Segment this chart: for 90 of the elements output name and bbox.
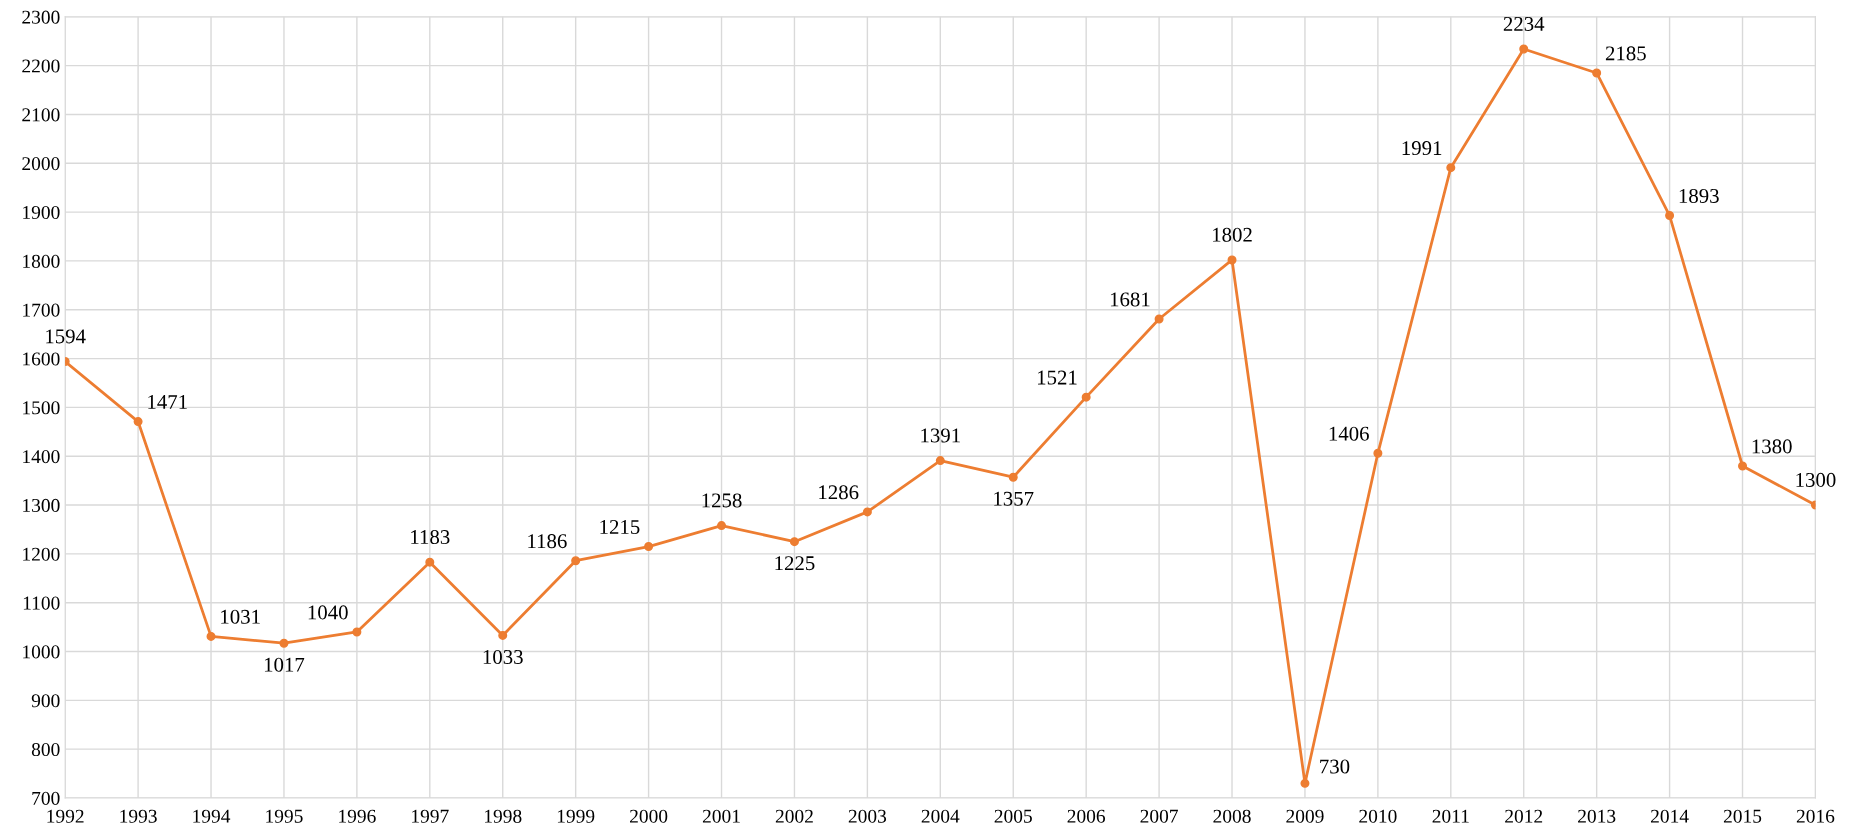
point [1665, 211, 1675, 221]
x-tick-label: 1995 [266, 809, 303, 823]
x-tick-label: 2003 [848, 809, 887, 823]
x-tick-label: 2002 [775, 809, 813, 823]
data-label: 2234 [1503, 16, 1545, 31]
data-label: 1186 [528, 534, 567, 549]
x-tick-label: 2009 [1286, 809, 1324, 823]
x-tick-label: 1998 [485, 809, 522, 823]
point [1227, 255, 1237, 265]
data-label: 1286 [819, 485, 859, 500]
point [644, 542, 654, 552]
point [352, 627, 362, 637]
x-tick-label: 1994 [193, 809, 231, 823]
y-tick-label: 1400 [23, 450, 60, 464]
x-tick-label: 1999 [557, 809, 595, 823]
x-tick-label: 2010 [1359, 809, 1397, 823]
point [206, 631, 216, 641]
point [1300, 778, 1310, 788]
point [717, 521, 727, 531]
x-tick-label: 2013 [1578, 809, 1616, 823]
y-tick-label: 1600 [23, 352, 60, 366]
data-label: 1406 [1329, 426, 1369, 441]
x-tick-label: 2011 [1432, 809, 1469, 823]
data-label: 1594 [46, 329, 86, 344]
y-tick-label: 2000 [22, 157, 60, 171]
data-label: 1471 [148, 395, 187, 409]
y-tick-label: 2300 [22, 10, 60, 24]
data-label: 1258 [702, 493, 742, 508]
point [279, 638, 289, 648]
data-label: 1300 [1796, 472, 1836, 487]
x-tick-label: 1992 [47, 809, 84, 823]
data-label: 1017 [264, 657, 305, 672]
y-tick-label: 900 [31, 694, 60, 708]
data-label: 1225 [775, 556, 815, 571]
x-tick-label: 2005 [994, 809, 1032, 823]
data-label: 1357 [994, 491, 1034, 506]
x-tick-label: 2000 [630, 809, 668, 823]
point [571, 556, 581, 566]
x-tick-label: 1997 [412, 809, 449, 823]
x-tick-label: 2014 [1651, 809, 1689, 823]
x-tick-label: 2006 [1067, 809, 1106, 823]
point [935, 456, 945, 466]
data-label: 1391 [921, 428, 960, 443]
y-tick-label: 1200 [23, 547, 60, 561]
data-label: 730 [1320, 759, 1350, 774]
data-label: 1802 [1213, 227, 1252, 242]
point [133, 417, 143, 427]
x-tick-label: 2008 [1213, 809, 1251, 823]
y-tick-label: 700 [32, 791, 60, 805]
y-tick-label: 1700 [23, 303, 60, 317]
point [1592, 68, 1602, 78]
data-label: 1521 [1038, 370, 1077, 385]
data-label: 1033 [483, 649, 523, 664]
y-tick-label: 1900 [23, 205, 60, 220]
y-tick-label: 1100 [23, 596, 60, 610]
data-label: 1215 [600, 519, 640, 534]
point [1373, 448, 1383, 458]
y-tick-label: 800 [31, 742, 60, 757]
point [1738, 461, 1748, 471]
point [498, 630, 508, 640]
point [862, 507, 872, 517]
x-tick-label: 2001 [702, 809, 740, 823]
point [1081, 392, 1091, 402]
data-label: 1040 [308, 605, 348, 620]
data-label: 1183 [411, 530, 450, 545]
x-tick-label: 2004 [921, 809, 960, 823]
data-label: 1380 [1752, 439, 1792, 454]
point [1446, 163, 1456, 173]
x-tick-label: 1996 [339, 809, 376, 823]
data-label: 2185 [1605, 46, 1646, 61]
point [425, 557, 435, 567]
y-tick-label: 1800 [23, 254, 60, 268]
point [1519, 44, 1529, 54]
x-tick-label: 1993 [120, 809, 157, 823]
data-label: 1893 [1679, 188, 1719, 203]
y-tick-label: 1500 [23, 401, 60, 415]
x-tick-label: 2015 [1723, 809, 1762, 823]
y-tick-label: 1300 [23, 498, 60, 512]
data-label: 1991 [1402, 141, 1442, 156]
x-tick-label: 2016 [1796, 809, 1835, 823]
point [1154, 314, 1164, 324]
x-tick-label: 2007 [1140, 809, 1178, 823]
point [789, 537, 799, 547]
y-tick-label: 1000 [23, 645, 60, 659]
data-label: 1681 [1110, 292, 1150, 307]
data-label: 1031 [221, 609, 260, 624]
x-tick-label: 2012 [1505, 809, 1543, 823]
y-tick-label: 2200 [22, 59, 60, 73]
y-tick-label: 2100 [22, 108, 60, 122]
point [1008, 472, 1018, 482]
